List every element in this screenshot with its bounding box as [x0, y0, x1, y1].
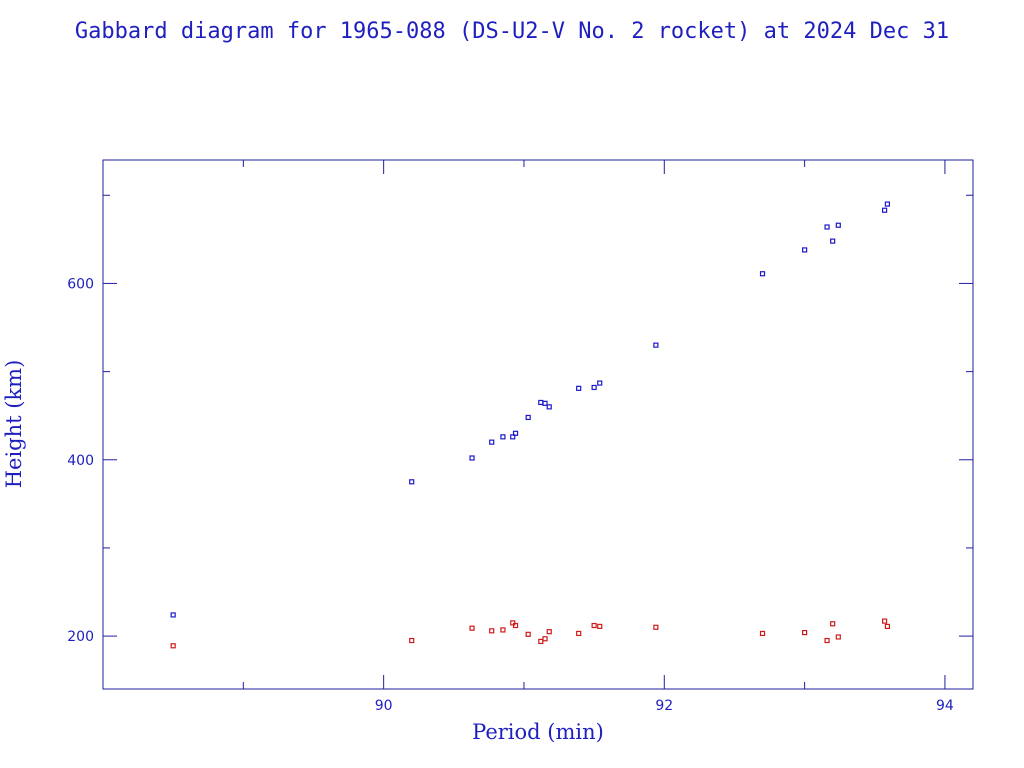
y-tick-label: 400: [67, 453, 94, 469]
axis-tick-labels: 90 92 94 200 400 600: [67, 276, 954, 714]
data-point: [591, 622, 597, 629]
data-point: [835, 634, 841, 640]
data-point: [546, 629, 552, 635]
chart-title: Gabbard diagram for 1965-088 (DS-U2-V No…: [75, 19, 949, 44]
x-tick-label: 90: [375, 698, 393, 714]
data-point: [830, 238, 836, 244]
x-tick-label: 92: [655, 698, 673, 714]
data-point: [170, 643, 176, 649]
data-point: [542, 400, 548, 406]
data-point: [542, 636, 548, 642]
data-point: [510, 620, 516, 626]
data-point: [884, 623, 891, 630]
data-point: [525, 631, 531, 637]
data-point: [469, 625, 475, 631]
data-point: [512, 622, 519, 629]
y-axis-label: Height (km): [2, 360, 26, 489]
data-point: [500, 627, 506, 633]
data-point: [409, 479, 415, 485]
data-point: [824, 637, 830, 644]
data-point: [489, 628, 495, 634]
data-point: [759, 630, 766, 637]
data-point: [884, 201, 891, 207]
data-point: [409, 637, 415, 644]
x-tick-label: 94: [936, 698, 954, 714]
data-point: [469, 455, 475, 461]
data-point: [489, 439, 495, 445]
data-point: [538, 638, 544, 644]
data-point: [830, 621, 836, 627]
data-point: [824, 224, 830, 230]
data-point: [591, 384, 597, 391]
data-point: [597, 380, 603, 386]
data-point: [576, 385, 582, 391]
y-tick-label: 200: [67, 629, 94, 645]
data-point: [881, 207, 888, 213]
data-point: [170, 612, 176, 618]
data-point: [576, 630, 582, 637]
axis-ticks: [103, 160, 973, 689]
series-1: [170, 618, 891, 649]
data-point: [802, 629, 808, 636]
data-point: [597, 623, 603, 630]
data-points: [170, 201, 891, 649]
data-point: [759, 271, 766, 277]
data-point: [512, 430, 519, 436]
data-point: [500, 434, 506, 440]
x-axis-label: Period (min): [472, 720, 604, 744]
data-point: [802, 247, 808, 253]
data-point: [538, 399, 544, 406]
data-point: [525, 414, 531, 421]
data-point: [653, 342, 659, 348]
data-point: [653, 624, 659, 630]
plot-frame: [102, 159, 974, 690]
y-tick-label: 600: [67, 276, 94, 292]
data-point: [835, 222, 841, 228]
data-point: [546, 404, 552, 410]
series-0: [170, 201, 891, 618]
data-point: [510, 434, 516, 440]
data-point: [881, 618, 888, 624]
